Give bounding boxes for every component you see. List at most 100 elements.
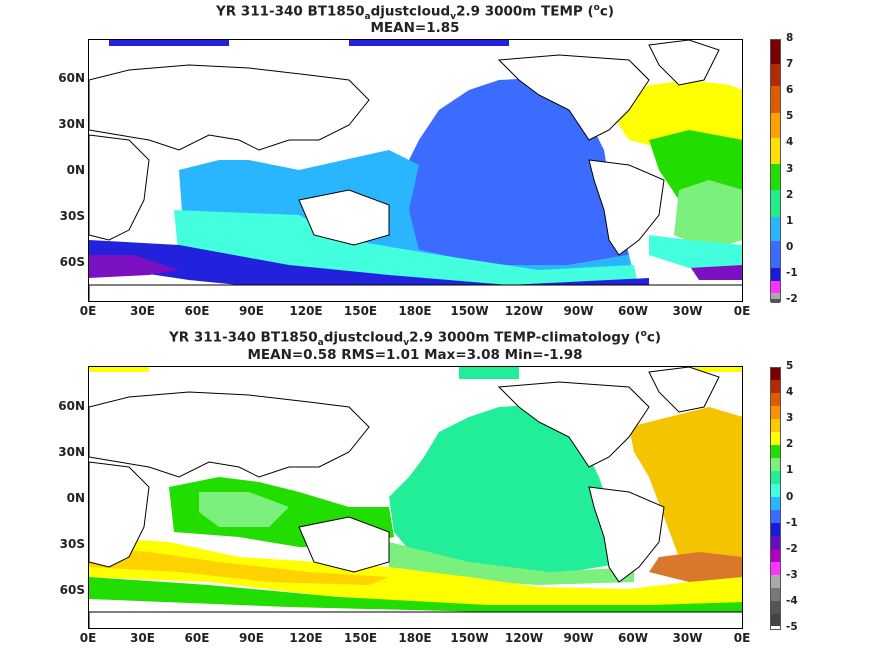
panel1-lon-label: 120W: [504, 304, 544, 318]
panel2-colorbar-tick: 0: [786, 490, 794, 503]
panel1-lon-label: 0E: [79, 304, 97, 318]
panel2-title-part-b: djustcloud: [323, 329, 404, 346]
panel2-colorbar-tick: 5: [786, 360, 794, 372]
panel1-title-part-b: djustcloud: [370, 3, 451, 20]
panel2-map: [89, 367, 743, 629]
panel2-australia: [298, 516, 390, 573]
panel2-lon-label: 60W: [618, 631, 648, 645]
panel2-atlantic-gold: [629, 407, 743, 577]
panel1-colorbar-tick: 4: [786, 136, 794, 149]
panel1-title-part-d: c): [599, 3, 615, 20]
panel2-lon-label: 60E: [184, 631, 210, 645]
panel2-lon-label: 120W: [504, 631, 544, 645]
panel1-lon-label: 30W: [672, 304, 703, 318]
panel2-colorbar-tick: 4: [786, 386, 794, 399]
panel1-greenland: [648, 40, 720, 86]
panel2-colorbar-tick: 2: [786, 438, 794, 451]
panel1-lat-30s: 30S: [59, 209, 85, 223]
panel2-lat-60s: 60S: [59, 583, 85, 597]
panel2-lon-label: 150W: [450, 631, 489, 645]
panel2-title: YR 311-340 BT1850adjustcloudv2.9 3000m T…: [0, 326, 830, 351]
panel2-lat-30n: 30N: [58, 445, 85, 459]
panel2-lon-label: 0E: [733, 631, 751, 645]
panel2-antarctica: [89, 611, 743, 629]
panel1-lon-label: 60E: [184, 304, 210, 318]
panel1-africa: [89, 134, 150, 241]
panel2-lon-label: 120E: [289, 631, 323, 645]
panel2-title-sup: o: [640, 329, 647, 339]
panel1-lon-label: 90E: [239, 304, 264, 318]
panel2-title-part-a: YR 311-340 BT1850: [169, 329, 318, 346]
panel1-title-sup: o: [593, 3, 600, 13]
panel2-colorbar-tick: 3: [786, 412, 794, 425]
panel2-southern-yellow: [89, 537, 743, 607]
panel1-lon-label: 150E: [343, 304, 378, 318]
panel1-lat-60s: 60S: [59, 255, 85, 269]
panel1-title-part-c: 2.9 3000m TEMP (: [456, 3, 594, 20]
panel1-colorbar-tick: 3: [786, 162, 794, 175]
panel2-eurasia: [89, 391, 370, 478]
panel2-greenland: [648, 367, 720, 413]
panel1-southern-purple: [89, 255, 179, 278]
panel1-lat-0n: 0N: [66, 163, 85, 177]
panel2-atlantic-orange: [649, 552, 743, 582]
panel1-title: YR 311-340 BT1850adjustcloudv2.9 3000m T…: [0, 0, 830, 25]
panel2-lon-label: 180E: [398, 631, 432, 645]
panel1-antarctica: [89, 284, 743, 302]
panel2-title-part-d: c): [646, 329, 661, 346]
panel1-stats: MEAN=1.85: [370, 20, 460, 36]
panel2-lon-label: 30E: [130, 631, 155, 645]
panel1-australia: [298, 189, 390, 246]
panel1-colorbar-tick: 6: [786, 84, 794, 97]
panel2-southpac-lightgreen: [389, 542, 634, 585]
panel2-lon-label: 30W: [672, 631, 703, 645]
panel2-colorbar-tick: 1: [786, 464, 794, 477]
panel1-colorbar-tick: 5: [786, 110, 794, 123]
panel1-lon-label: 0E: [733, 304, 751, 318]
panel1-colorbar-tick: 0: [786, 240, 794, 253]
panel1-title-sub: a: [364, 12, 371, 23]
panel1-colorbar-tick: -1: [786, 266, 798, 279]
panel1-southern-ring: [89, 240, 649, 298]
panel1-lon-label: 180E: [398, 304, 432, 318]
panel2-southern-green-edge: [89, 577, 743, 612]
panel2-southern-gold: [89, 547, 389, 585]
panel1-pacific-blue: [389, 78, 629, 265]
panel1-colorbar-tick: 7: [786, 58, 794, 71]
panel1-colorbar-tick: 2: [786, 188, 794, 201]
panel1-colorbar-tick: 8: [786, 32, 794, 44]
panel2-south-america: [588, 486, 665, 583]
panel2-colorbar-tick: -4: [786, 594, 798, 607]
panel1-lon-label: 60W: [618, 304, 648, 318]
panel1-south-america: [588, 159, 665, 256]
panel2-colorbar-tick: -5: [786, 621, 798, 633]
panel2-indian-lightgreen: [199, 492, 289, 527]
panel2-colorbar-tick: -1: [786, 516, 798, 529]
panel2-north-america: [497, 381, 650, 468]
panel2-title-sub: a: [317, 338, 324, 349]
panel1-lon-label: 120E: [289, 304, 323, 318]
panel2-colorbar-tick: -2: [786, 542, 798, 555]
panel1-atlantic-lightgreen: [674, 180, 743, 250]
panel1-eurasia: [89, 64, 370, 151]
panel2-title-part-c: 2.9 3000m TEMP-climatology (: [409, 329, 641, 346]
panel2-lon-label: 0E: [79, 631, 97, 645]
panel1-colorbar-tick: -2: [786, 293, 798, 305]
panel1-lat-60n: 60N: [58, 71, 85, 85]
panel2-lat-30s: 30S: [59, 537, 85, 551]
panel1-colorbar: [770, 39, 781, 303]
panel2-lon-label: 90E: [239, 631, 264, 645]
panel2-africa: [89, 461, 150, 568]
panel2-lon-label: 90W: [563, 631, 594, 645]
panel2-pacific-aqua: [389, 405, 629, 572]
panel1-title-part-a: YR 311-340 BT1850: [215, 3, 365, 20]
panel2-stats: MEAN=0.58 RMS=1.01 Max=3.08 Min=-1.98: [247, 347, 583, 363]
panel1-lat-30n: 30N: [58, 117, 85, 131]
panel1-atlantic-south-cyan: [649, 235, 743, 268]
panel1-map: [89, 40, 743, 302]
panel1-title-sub2: v: [450, 12, 457, 23]
panel2-lat-0n: 0N: [66, 491, 85, 505]
panel2-colorbar: [770, 367, 781, 630]
panel2-colorbar-tick: -3: [786, 568, 798, 581]
panel2-lon-label: 150E: [343, 631, 378, 645]
